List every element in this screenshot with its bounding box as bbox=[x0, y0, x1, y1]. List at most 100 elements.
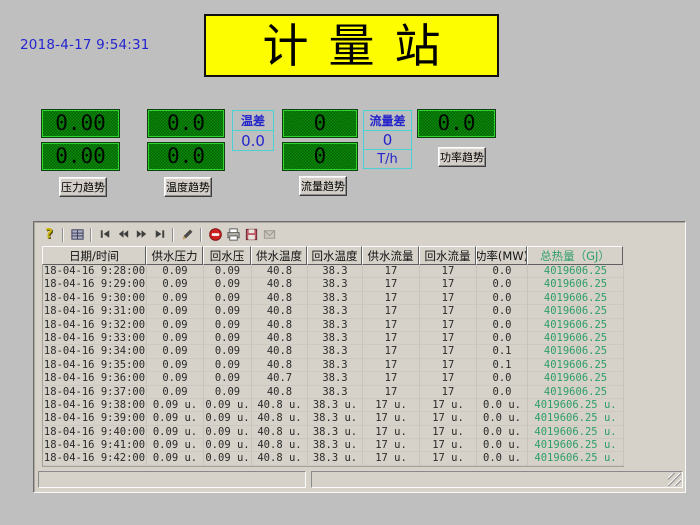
table-cell: 40.8 u. bbox=[252, 425, 308, 440]
export-icon[interactable] bbox=[260, 226, 278, 243]
table-cell: 18-04-16 9:28:00 bbox=[43, 265, 147, 279]
table-row[interactable]: 18-04-16 9:29:00 0.09 0.09 40.8 38.3 17 17 0.0 4… bbox=[43, 278, 624, 292]
table-cell: 4019606.25 bbox=[528, 331, 624, 346]
table-cell: 17 bbox=[363, 305, 420, 319]
table-row[interactable]: 18-04-16 9:38:00 0.09 u. 0.09 u. 40.8 u. 38.… bbox=[43, 398, 624, 413]
table-row[interactable]: 18-04-16 9:30:00 0.09 0.09 40.8 38.3 17 17 0.0 4… bbox=[43, 291, 624, 306]
table-cell: 0.0 u. bbox=[477, 398, 528, 413]
table-cell: 38.3 u. bbox=[308, 412, 363, 426]
pressure-trend-button[interactable]: 压力趋势 bbox=[59, 177, 107, 197]
flow-trend-button[interactable]: 流量趋势 bbox=[299, 176, 347, 196]
table-cell: 17 u. bbox=[363, 452, 420, 466]
table-cell: 17 u. bbox=[363, 412, 420, 426]
save-icon[interactable] bbox=[242, 226, 260, 243]
resize-grip-icon[interactable] bbox=[668, 473, 681, 486]
table-cell: 4019606.25 bbox=[528, 291, 624, 306]
toolbar-separator bbox=[200, 227, 202, 242]
table-cell: 40.8 bbox=[252, 385, 308, 399]
table-cell: 40.8 bbox=[252, 278, 308, 292]
col-header-power: 功率(MW) bbox=[476, 246, 527, 265]
table-cell: 18-04-16 9:29:00 bbox=[43, 278, 147, 292]
col-header-total-heat: 总热量（GJ） bbox=[527, 246, 623, 265]
table-cell: 18-04-16 9:36:00 bbox=[43, 372, 147, 386]
col-header-supply-flow: 供水流量 bbox=[362, 246, 419, 265]
table-cell: 0.09 bbox=[147, 331, 204, 346]
table-cell: 4019606.25 u. bbox=[528, 439, 624, 453]
table-cell: 0.09 bbox=[204, 291, 252, 306]
nav-last-button[interactable] bbox=[150, 226, 168, 243]
table-cell: 0.1 bbox=[477, 358, 528, 373]
temp-diff-value: 0.0 bbox=[232, 130, 274, 151]
table-header-row: 日期/时间 供水压力 回水压 供水温度 回水温度 供水流量 回水流量 功率(MW… bbox=[42, 246, 623, 265]
table-cell: 18-04-16 9:39:00 bbox=[43, 412, 147, 426]
table-row[interactable]: 18-04-16 9:41:00 0.09 u. 0.09 u. 40.8 u. 38.… bbox=[43, 439, 624, 453]
table-cell: 4019606.25 bbox=[528, 345, 624, 359]
grid-icon[interactable] bbox=[68, 226, 86, 243]
led-return-pressure: 0.00 bbox=[42, 143, 119, 170]
table-cell: 40.7 bbox=[252, 372, 308, 386]
table-row[interactable]: 18-04-16 9:34:00 0.09 0.09 40.8 38.3 17 17 0.1 4… bbox=[43, 345, 624, 359]
print-icon[interactable] bbox=[224, 226, 242, 243]
table-cell: 0.09 bbox=[204, 305, 252, 319]
table-cell: 0.09 u. bbox=[147, 425, 204, 440]
stop-icon[interactable] bbox=[206, 226, 224, 243]
table-cell: 40.8 bbox=[252, 318, 308, 332]
table-row[interactable]: 18-04-16 9:42:00 0.09 u. 0.09 u. 40.8 u. 38.… bbox=[43, 452, 624, 466]
table-cell: 38.3 bbox=[308, 331, 363, 346]
table-cell: 0.09 u. bbox=[204, 439, 252, 453]
table-cell: 38.3 bbox=[308, 291, 363, 306]
nav-prev-button[interactable] bbox=[114, 226, 132, 243]
table-cell: 0.0 bbox=[477, 291, 528, 306]
table-cell: 40.8 u. bbox=[252, 439, 308, 453]
temperature-trend-button[interactable]: 温度趋势 bbox=[164, 177, 212, 197]
table-cell: 17 bbox=[363, 318, 420, 332]
table-cell: 38.3 u. bbox=[308, 452, 363, 466]
power-trend-button[interactable]: 功率趋势 bbox=[438, 147, 486, 167]
table-row[interactable]: 18-04-16 9:36:00 0.09 0.09 40.7 38.3 17 17 0.0 4… bbox=[43, 372, 624, 386]
table-cell: 0.09 bbox=[204, 358, 252, 373]
table-cell: 18-04-16 9:31:00 bbox=[43, 305, 147, 319]
toolbar-separator bbox=[62, 227, 64, 242]
toolbar-separator bbox=[90, 227, 92, 242]
table-cell: 0.09 bbox=[147, 358, 204, 373]
table-row[interactable]: 18-04-16 9:31:00 0.09 0.09 40.8 38.3 17 17 0.0 4… bbox=[43, 305, 624, 319]
table-row[interactable]: 18-04-16 9:33:00 0.09 0.09 40.8 38.3 17 17 0.0 4… bbox=[43, 331, 624, 346]
flow-diff-unit: T/h bbox=[363, 149, 412, 169]
table-cell: 38.3 bbox=[308, 345, 363, 359]
table-cell: 17 u. bbox=[363, 398, 420, 413]
table-row[interactable]: 18-04-16 9:28:00 0.09 0.09 40.8 38.3 17 17 0.0 4… bbox=[43, 265, 624, 279]
table-cell: 4019606.25 u. bbox=[528, 398, 624, 413]
table-cell: 0.09 bbox=[204, 318, 252, 332]
col-header-return-pressure: 回水压 bbox=[203, 246, 251, 265]
table-cell: 38.3 bbox=[308, 385, 363, 399]
edit-pencil-icon[interactable] bbox=[178, 226, 196, 243]
col-header-datetime: 日期/时间 bbox=[42, 246, 146, 265]
table-cell: 0.09 bbox=[147, 318, 204, 332]
table-cell: 18-04-16 9:42:00 bbox=[43, 452, 147, 466]
table-cell: 40.8 bbox=[252, 358, 308, 373]
table-cell: 0.09 bbox=[204, 278, 252, 292]
table-cell: 4019606.25 bbox=[528, 372, 624, 386]
table-cell: 38.3 bbox=[308, 358, 363, 373]
table-cell: 17 bbox=[363, 265, 420, 279]
table-cell: 0.0 u. bbox=[477, 412, 528, 426]
table-toolbar: ? bbox=[40, 225, 278, 244]
key-icon[interactable]: ? bbox=[45, 227, 53, 242]
table-cell: 0.09 bbox=[147, 305, 204, 319]
table-row[interactable]: 18-04-16 9:40:00 0.09 u. 0.09 u. 40.8 u. 38.… bbox=[43, 425, 624, 440]
table-row[interactable]: 18-04-16 9:32:00 0.09 0.09 40.8 38.3 17 17 0.0 4… bbox=[43, 318, 624, 332]
table-row[interactable]: 18-04-16 9:37:00 0.09 0.09 40.8 38.3 17 17 0.0 4… bbox=[43, 385, 624, 399]
table-cell: 0.09 u. bbox=[147, 412, 204, 426]
table-row[interactable]: 18-04-16 9:35:00 0.09 0.09 40.8 38.3 17 17 0.1 4… bbox=[43, 358, 624, 373]
table-cell: 4019606.25 u. bbox=[528, 452, 624, 466]
table-cell: 17 bbox=[420, 331, 477, 346]
table-cell: 0.09 u. bbox=[204, 398, 252, 413]
table-row[interactable]: 18-04-16 9:39:00 0.09 u. 0.09 u. 40.8 u. 38.… bbox=[43, 412, 624, 426]
table-cell: 0.0 u. bbox=[477, 425, 528, 440]
nav-first-button[interactable] bbox=[96, 226, 114, 243]
statusbar-right-panel bbox=[311, 471, 683, 488]
nav-next-button[interactable] bbox=[132, 226, 150, 243]
table-cell: 18-04-16 9:30:00 bbox=[43, 291, 147, 306]
table-cell: 40.8 bbox=[252, 345, 308, 359]
